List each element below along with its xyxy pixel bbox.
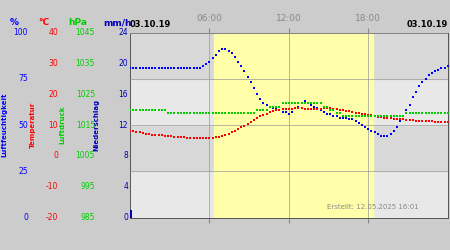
Bar [130,32,448,79]
Text: Luftfeuchtigkeit: Luftfeuchtigkeit [1,93,7,157]
Text: 25: 25 [18,167,28,176]
Text: 16: 16 [118,90,128,99]
Text: 20: 20 [118,59,128,68]
Bar [130,210,132,218]
Text: 75: 75 [18,74,28,83]
Text: 40: 40 [48,28,58,37]
Text: 10: 10 [49,120,58,130]
Text: 20: 20 [49,90,58,99]
Text: 1015: 1015 [76,120,95,130]
Text: 12: 12 [118,120,128,130]
Text: %: % [10,18,19,27]
Text: 100: 100 [14,28,28,37]
Text: 8: 8 [123,151,128,160]
Text: 30: 30 [48,59,58,68]
Text: 1005: 1005 [76,151,95,160]
Text: Erstellt: 12.05.2025 16:01: Erstellt: 12.05.2025 16:01 [327,204,419,210]
Bar [130,125,448,171]
Text: 24: 24 [118,28,128,37]
Text: Luftdruck: Luftdruck [59,106,65,144]
Text: 0: 0 [123,213,128,222]
Text: Temperatur: Temperatur [30,102,36,148]
Text: 03.10.19: 03.10.19 [130,20,171,29]
Text: 50: 50 [18,120,28,130]
Text: 03.10.19: 03.10.19 [406,20,448,29]
Bar [130,79,448,125]
Text: 1045: 1045 [76,28,95,37]
Text: Niederschlag: Niederschlag [93,99,99,151]
Text: mm/h: mm/h [103,18,131,27]
Text: 1025: 1025 [76,90,95,99]
Text: hPa: hPa [68,18,87,27]
Text: -10: -10 [45,182,58,191]
Text: 995: 995 [81,182,95,191]
Bar [130,171,448,218]
Text: 1035: 1035 [76,59,95,68]
Text: 985: 985 [81,213,95,222]
Text: 0: 0 [53,151,58,160]
Text: °C: °C [38,18,49,27]
Bar [214,32,373,218]
Text: 4: 4 [123,182,128,191]
Text: -20: -20 [45,213,58,222]
Text: 0: 0 [23,213,28,222]
